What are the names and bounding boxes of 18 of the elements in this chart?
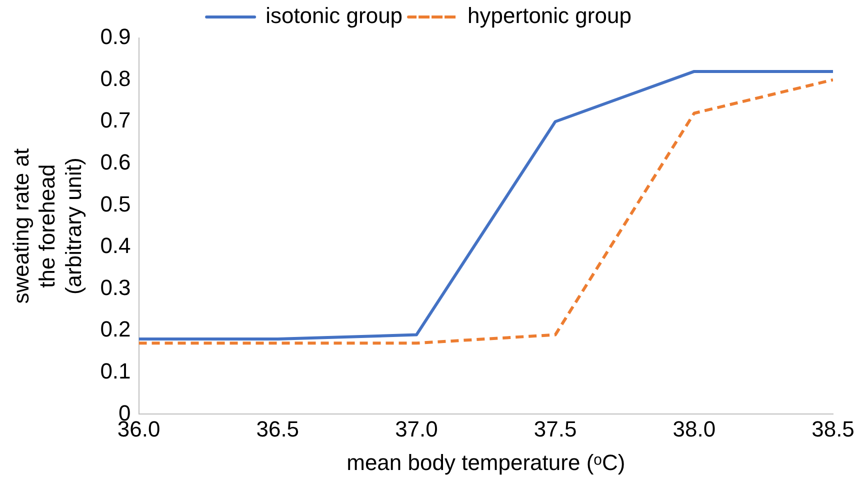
x-tick-label: 38.0 bbox=[672, 416, 716, 442]
x-tick-label: 36.5 bbox=[256, 416, 300, 442]
x-tick-label: 37.5 bbox=[534, 416, 577, 442]
y-tick-label: 0.9 bbox=[100, 24, 131, 50]
x-axis-title: mean body temperature (ᵒC) bbox=[346, 450, 626, 475]
y-tick-label: 0.7 bbox=[100, 108, 131, 133]
y-tick-label: 0.5 bbox=[100, 191, 131, 216]
x-tick-label: 38.5 bbox=[812, 416, 854, 442]
y-tick-label: 0.3 bbox=[100, 274, 131, 300]
y-tick-label: 0.2 bbox=[100, 316, 131, 342]
x-tick-label: 37.0 bbox=[395, 416, 438, 442]
legend-label: hypertonic group bbox=[468, 3, 632, 28]
y-tick-label: 0.8 bbox=[100, 66, 131, 91]
y-tick-label: 0.1 bbox=[100, 358, 131, 384]
y-tick-label: 0.4 bbox=[100, 233, 131, 258]
y-tick-label: 0.6 bbox=[100, 149, 131, 174]
y-axis-title: sweating rate at the forehead (arbitrary unit) bbox=[8, 148, 86, 304]
legend-label: isotonic group bbox=[266, 3, 403, 28]
